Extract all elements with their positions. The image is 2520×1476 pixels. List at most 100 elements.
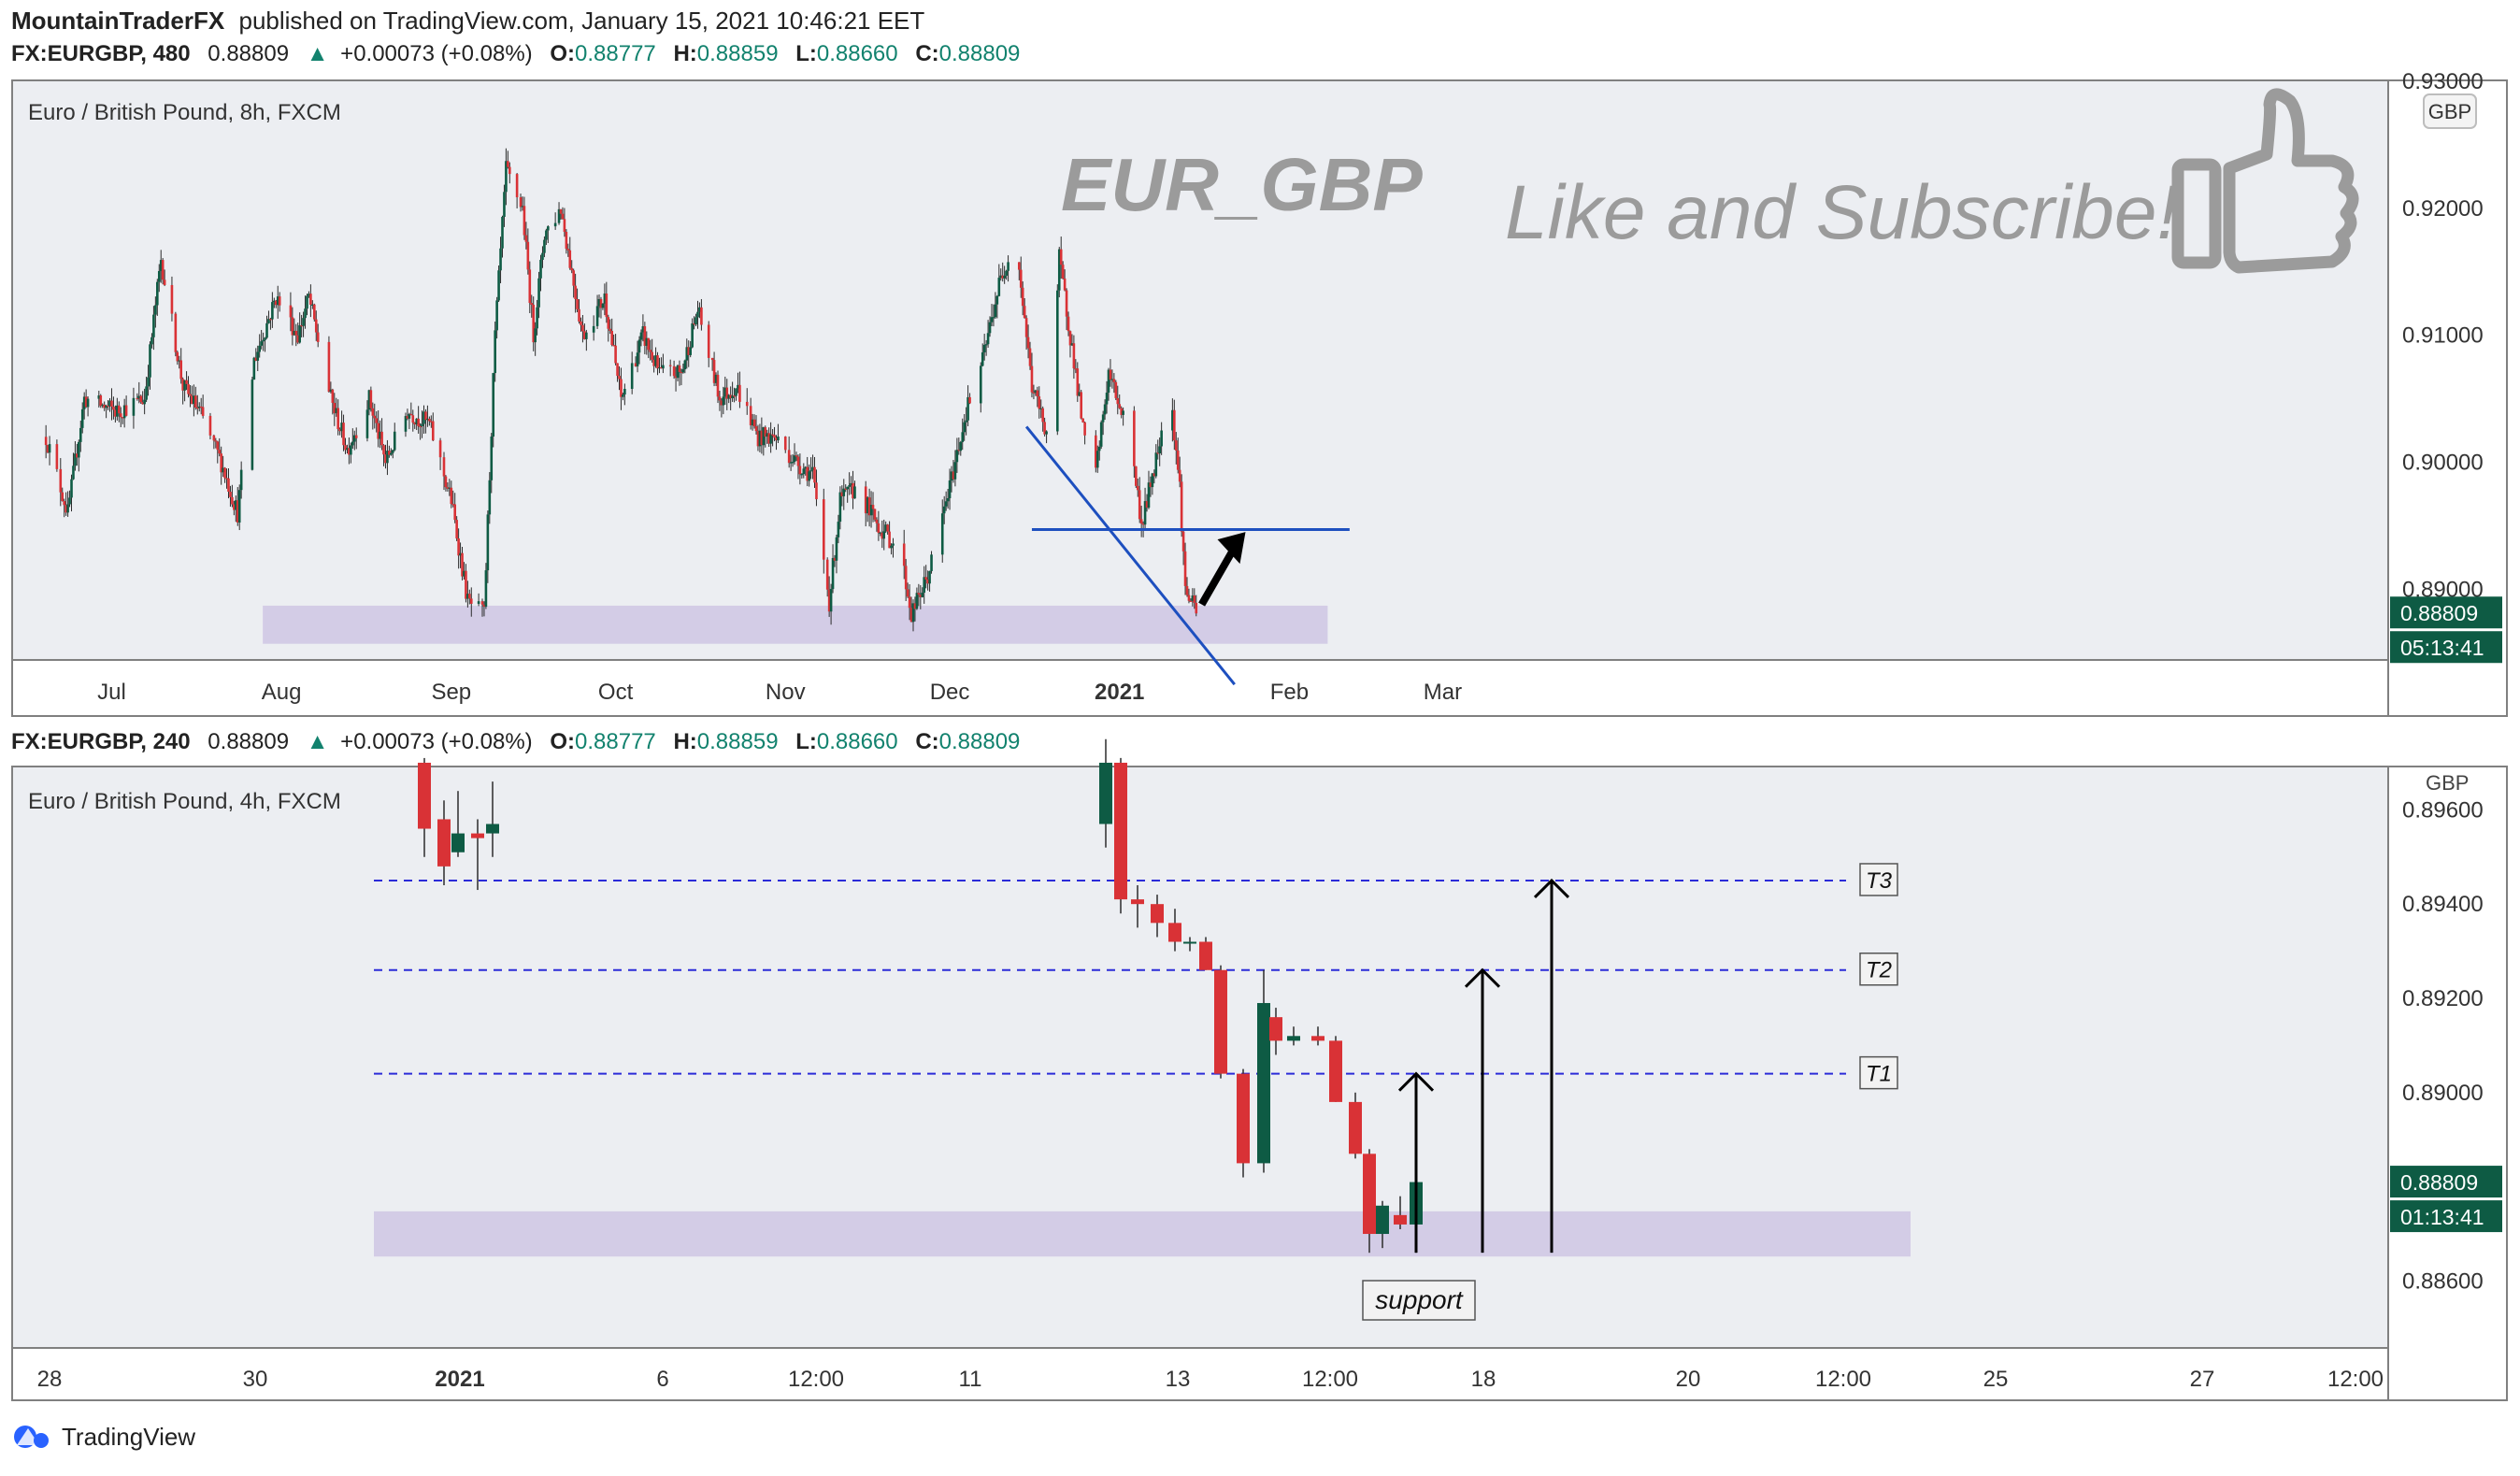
top-candle-body (986, 333, 990, 345)
top-candle-body (1112, 379, 1116, 382)
top-candle-body (1056, 290, 1059, 432)
top-candle-body (789, 462, 793, 464)
top-candle-body (519, 197, 523, 208)
top-candle-body (61, 492, 64, 502)
top-candle-body (620, 379, 623, 397)
top-candle-body (643, 326, 647, 346)
top-symbol: FX:EURGBP, 480 (11, 41, 191, 66)
top-candle-body (1026, 337, 1030, 349)
top-candle-body (1120, 408, 1123, 415)
top-candle-body (997, 278, 1001, 296)
top-candle-body (1139, 519, 1143, 524)
top-candle-body (183, 380, 186, 391)
top-candle-body (764, 427, 767, 437)
top-candle-body (477, 601, 480, 604)
top-candle-body (557, 208, 561, 223)
top-candle-body (773, 435, 776, 438)
top-candle-body (235, 500, 237, 510)
top-candle-body (1059, 249, 1063, 265)
top-candle-body (654, 355, 657, 366)
top-candle-body (421, 423, 423, 427)
top-candle-body (884, 524, 887, 532)
top-candle-body (1147, 482, 1151, 509)
top-candle-body (601, 303, 605, 308)
bottom-last: 0.88809 (208, 729, 289, 754)
top-candle-body (150, 337, 153, 345)
top-candle-body (946, 497, 950, 502)
top-y-tick-label: 0.92000 (2402, 196, 2484, 222)
top-candle-body (559, 208, 563, 214)
top-candle-body (848, 485, 851, 487)
bottom-x-tick-label: 12:00 (1815, 1367, 1871, 1392)
top-candle-body (260, 341, 263, 346)
top-candle-body (1017, 262, 1021, 270)
bottom-change: +0.00073 (+0.08%) (340, 729, 533, 754)
top-candle-body (1154, 452, 1158, 477)
top-candle-body (908, 596, 911, 609)
top-candle-body (1095, 435, 1097, 468)
top-candle-body (344, 445, 347, 451)
top-candle-body (879, 532, 882, 534)
top-candle-body (367, 390, 371, 410)
top-candle-body (1135, 466, 1138, 486)
top-candle-body (463, 570, 465, 577)
top-candle-body (599, 298, 603, 308)
top-plot-area[interactable] (13, 81, 2388, 660)
top-candle-body (524, 235, 528, 242)
top-candle-body (877, 523, 881, 534)
top-candle-body (738, 384, 741, 402)
top-candle-body (419, 425, 422, 428)
top-candle-body (652, 359, 655, 366)
top-candle-body (767, 433, 770, 444)
top-candle-body (1030, 365, 1034, 393)
top-candle-body (294, 330, 298, 336)
top-candle-body (735, 388, 737, 396)
top-candle-body (769, 434, 772, 444)
top-candle-body (163, 279, 166, 285)
bottom-candle-body (1287, 1036, 1300, 1041)
top-candle-body (886, 524, 889, 532)
top-candle-body (1003, 275, 1006, 279)
top-candle-body (289, 305, 293, 318)
top-candle-body (152, 314, 155, 337)
top-candle-body (1116, 397, 1120, 405)
top-candle-body (1187, 595, 1191, 601)
top-candle-body (990, 317, 994, 322)
top-candle-body (1097, 446, 1101, 451)
top-gbp-badge: GBP (2423, 93, 2477, 129)
top-candle-body (835, 537, 838, 561)
bottom-candle-body (1269, 1017, 1282, 1041)
top-candle-body (672, 365, 676, 377)
top-h-value: 0.88859 (697, 41, 779, 66)
bottom-symbol: FX:EURGBP, 240 (11, 729, 191, 754)
promo-text: Like and Subscribe! (1505, 170, 2178, 255)
top-candle-body (225, 478, 228, 480)
top-candle-body (793, 455, 796, 463)
top-candle-body (1070, 343, 1074, 346)
top-candle-body (426, 418, 429, 421)
top-candle-body (698, 307, 701, 312)
top-candle-body (480, 601, 484, 605)
top-candle-body (1173, 409, 1176, 441)
top-descending-trendline (1024, 425, 1236, 686)
bottom-arrowhead-icon (1533, 878, 1570, 899)
top-candle-body (1001, 275, 1005, 279)
top-candles (44, 148, 1198, 632)
top-candle-body (116, 405, 119, 417)
top-candle-body (444, 476, 448, 488)
bottom-plot-area[interactable] (13, 767, 2388, 1348)
bottom-x-tick-label: 30 (243, 1367, 268, 1392)
top-candle-body (827, 589, 831, 612)
bottom-o-label: O: (550, 729, 575, 754)
top-candle-body (348, 448, 351, 455)
top-candle-body (156, 281, 159, 306)
top-candle-body (871, 505, 875, 509)
top-candle-body (157, 270, 161, 282)
top-candle-body (923, 577, 926, 594)
bottom-x-tick-label: 12:00 (788, 1367, 844, 1392)
top-candle-body (982, 344, 986, 352)
top-candle-body (382, 445, 385, 455)
top-x-tick-label: Sep (431, 680, 471, 705)
top-candle-body (306, 295, 308, 309)
top-candle-body (1081, 418, 1084, 423)
